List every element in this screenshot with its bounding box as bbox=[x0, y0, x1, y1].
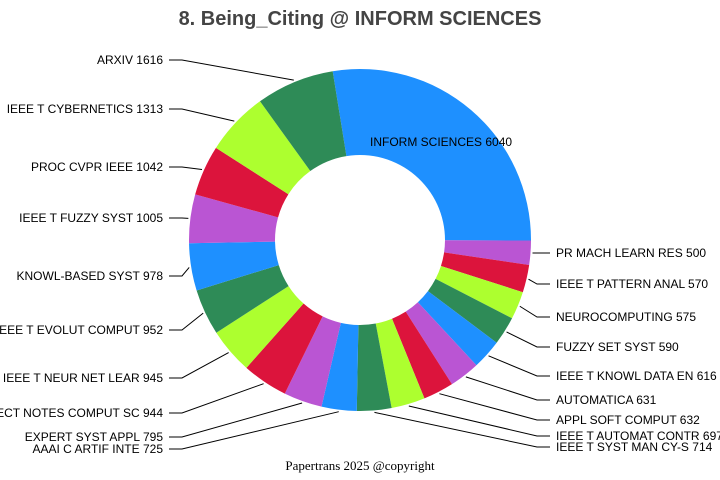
slice-lect-notes-comput-sc bbox=[246, 303, 323, 394]
leader-line bbox=[169, 402, 303, 438]
slice-ieee-t-automat-contr bbox=[375, 318, 425, 409]
leader-line bbox=[374, 411, 550, 448]
slice-label: APPL SOFT COMPUT 632 bbox=[556, 413, 700, 427]
chart-title: 8. Being_Citing @ INFORM SCIENCES bbox=[179, 8, 542, 30]
slice-ieee-t-neur-net-lear bbox=[216, 286, 304, 368]
slice-ieee-t-pattern-anal bbox=[440, 252, 530, 293]
slice-arxiv bbox=[259, 71, 347, 172]
leader-line bbox=[465, 376, 550, 401]
slice-label: IEEE T NEUR NET LEAR 945 bbox=[3, 371, 163, 385]
slice-label: LECT NOTES COMPUT SC 944 bbox=[0, 406, 163, 420]
leader-line bbox=[169, 108, 235, 122]
slice-label: IEEE T AUTOMAT CONTR 697 bbox=[556, 429, 720, 443]
slice-label: INFORM SCIENCES 6040 bbox=[370, 135, 512, 149]
slice-label: PR MACH LEARN RES 500 bbox=[556, 246, 706, 260]
leader-line bbox=[439, 393, 550, 421]
slice-label: IEEE T EVOLUT COMPUT 952 bbox=[0, 323, 163, 337]
leader-line bbox=[169, 383, 264, 414]
leader-line bbox=[169, 166, 203, 171]
slice-ieee-t-knowl-data-en bbox=[417, 291, 497, 366]
slice-label: KNOWL-BASED SYST 978 bbox=[17, 269, 164, 283]
slice-ieee-t-syst-man-cy-s bbox=[356, 323, 392, 411]
slice-label: ARXIV 1616 bbox=[97, 53, 163, 67]
slice-proc-cvpr-ieee bbox=[195, 147, 289, 218]
leader-line bbox=[506, 331, 550, 348]
slice-ieee-t-fuzzy-syst bbox=[189, 194, 279, 244]
slice-label: AAAI C ARTIF INTE 725 bbox=[33, 442, 164, 456]
leader-line bbox=[169, 267, 190, 277]
slice-label: IEEE T PATTERN ANAL 570 bbox=[556, 277, 708, 291]
leader-line bbox=[169, 352, 229, 379]
leader-line bbox=[169, 312, 204, 331]
slice-fuzzy-set-syst bbox=[427, 278, 513, 343]
slice-label: EXPERT SYST APPL 795 bbox=[25, 430, 164, 444]
slice-label: PROC CVPR IEEE 1042 bbox=[31, 160, 163, 174]
slice-ieee-t-cybernetics bbox=[215, 101, 311, 195]
slice-label: IEEE T SYST MAN CY-S 714 bbox=[556, 440, 713, 454]
slice-knowl-based-syst bbox=[189, 241, 279, 291]
leader-line bbox=[169, 59, 294, 81]
leader-line bbox=[169, 411, 339, 450]
leader-line bbox=[488, 355, 550, 377]
slice-automatica bbox=[405, 302, 477, 385]
footer-copyright: Papertrans 2025 @copyright bbox=[285, 458, 435, 473]
slice-expert-syst-appl bbox=[284, 316, 341, 407]
slice-label: IEEE T CYBERNETICS 1313 bbox=[7, 102, 164, 116]
slice-pr-mach-learn-res bbox=[444, 240, 531, 265]
slice-neurocomputing bbox=[435, 265, 523, 319]
slice-appl-soft-comput bbox=[392, 311, 452, 399]
slice-aaai-c-artif-inte bbox=[321, 322, 359, 411]
slice-label: NEUROCOMPUTING 575 bbox=[556, 310, 696, 324]
leader-line bbox=[408, 405, 550, 437]
leader-line bbox=[528, 278, 550, 285]
slice-inform-sciences bbox=[332, 69, 531, 241]
leader-line bbox=[519, 305, 550, 318]
slice-label: FUZZY SET SYST 590 bbox=[556, 340, 679, 354]
slice-label: IEEE T FUZZY SYST 1005 bbox=[19, 211, 163, 225]
slice-ieee-t-evolut-comput bbox=[196, 265, 289, 333]
slice-label: AUTOMATICA 631 bbox=[556, 393, 657, 407]
slice-label: IEEE T KNOWL DATA EN 616 bbox=[556, 369, 717, 383]
